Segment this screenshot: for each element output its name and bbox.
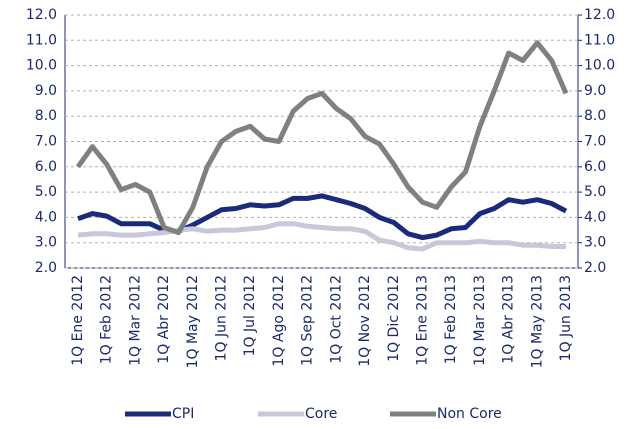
y2-tick-label: 5.0	[584, 184, 606, 200]
y2-tick-label: 11.0	[584, 32, 615, 48]
y-tick-label: 5.0	[35, 184, 57, 200]
y2-tick-label: 12.0	[584, 7, 615, 23]
y-tick-label: 8.0	[35, 108, 57, 124]
series-line	[77, 193, 568, 241]
y-tick-label: 7.0	[35, 134, 57, 150]
x-tick-label: 1Q Jul 2012	[242, 275, 258, 356]
y-tick-label: 4.0	[35, 209, 57, 225]
legend-label: Core	[305, 406, 337, 422]
x-tick-label: 1Q Nov 2012	[357, 275, 373, 367]
y-tick-label: 2.0	[35, 260, 57, 276]
x-tick-label: 1Q Ene 2013	[414, 275, 430, 366]
legend-label: Non Core	[437, 406, 502, 422]
x-tick-label: 1Q Abr 2013	[501, 275, 517, 364]
y-tick-label: 12.0	[26, 7, 57, 23]
y-tick-label: 11.0	[26, 32, 57, 48]
x-tick-label: 1Q Sep 2012	[300, 275, 316, 366]
x-tick-label: 1Q Oct 2012	[328, 275, 344, 364]
y2-tick-label: 4.0	[584, 209, 606, 225]
y2-tick-label: 9.0	[584, 83, 606, 99]
x-tick-label: 1Q Jun 2012	[214, 275, 230, 361]
legend-label: CPI	[172, 406, 194, 422]
x-tick-label: 1Q Abr 2012	[156, 275, 172, 364]
y2-tick-label: 7.0	[584, 134, 606, 150]
y-tick-label: 10.0	[26, 58, 57, 74]
x-tick-label: 1Q Feb 2012	[99, 275, 115, 364]
x-tick-label: 1Q Feb 2013	[443, 275, 459, 364]
series-line	[75, 40, 569, 236]
x-tick-label: 1Q May 2013	[529, 275, 545, 368]
y2-tick-label: 2.0	[584, 260, 606, 276]
y2-tick-label: 10.0	[584, 58, 615, 74]
x-tick-label: 1Q Mar 2013	[472, 275, 488, 366]
x-tick-label: 1Q Mar 2012	[127, 275, 143, 366]
x-tick-label: 1Q Jun 2013	[558, 275, 574, 361]
y2-tick-label: 3.0	[584, 235, 606, 251]
y2-tick-label: 6.0	[584, 159, 606, 175]
x-tick-label: 1Q Ago 2012	[271, 275, 287, 367]
y-tick-label: 6.0	[35, 159, 57, 175]
x-tick-label: 1Q Dic 2012	[386, 275, 402, 362]
x-tick-label: 1Q May 2012	[185, 275, 201, 368]
y2-tick-label: 8.0	[584, 108, 606, 124]
y-tick-label: 3.0	[35, 235, 57, 251]
y-tick-label: 9.0	[35, 83, 57, 99]
x-tick-label: 1Q Ene 2012	[70, 275, 86, 366]
series-line	[77, 221, 566, 252]
